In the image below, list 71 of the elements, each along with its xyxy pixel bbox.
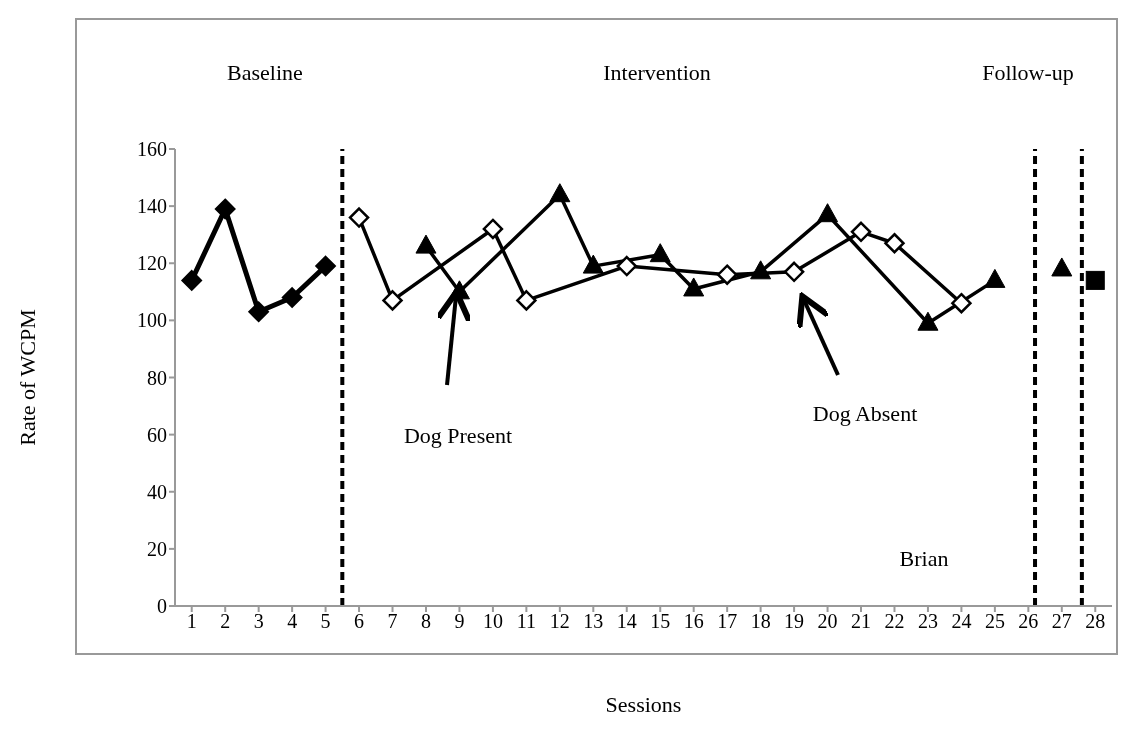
x-tick-label: 27 [1051,610,1072,633]
point [1085,270,1105,290]
x-tick-label: 25 [984,610,1005,633]
point [850,221,872,243]
point [783,261,805,283]
x-tick-label: 16 [683,610,704,633]
x-tick-label: 12 [549,610,570,633]
x-tick-label: 18 [750,610,771,633]
x-tick-label: 24 [951,610,972,633]
point [348,207,370,228]
y-tick-label: 60 [147,423,167,446]
point [984,268,1006,288]
point [884,233,905,254]
point [750,260,772,280]
point [315,255,336,277]
x-tick-label: 4 [287,610,298,633]
x-tick-label: 26 [1018,610,1039,633]
x-axis-title: Sessions [605,692,682,717]
x-tick-label: 7 [387,610,398,633]
x-tick-label: 9 [454,610,465,633]
y-tick-label: 40 [147,480,167,503]
y-tick-label: 160 [137,138,167,161]
x-tick-label: 20 [817,610,838,633]
annotation: Brian [899,546,949,571]
point [817,203,839,223]
x-tick-label: 1 [186,610,197,633]
x-tick-label: 2 [220,610,231,633]
x-tick-label: 10 [482,610,503,633]
point [716,264,738,285]
y-tick-label: 80 [147,366,167,389]
point [549,183,571,203]
y-axis-title: Rate of WCPM [15,309,40,446]
x-tick-label: 17 [717,610,738,633]
point [181,270,202,291]
text: Intervention [603,60,711,85]
x-tick-label: 19 [784,610,805,633]
x-tick-label: 22 [884,610,905,633]
annotation: Dog Present [403,423,513,448]
x-tick-label: 5 [320,610,331,633]
y-tick-label: 120 [137,252,167,275]
point [951,292,972,314]
point [616,255,638,277]
point [917,311,939,331]
point [415,234,437,254]
point [1051,257,1073,277]
y-tick-label: 0 [157,595,167,618]
y-tick-label: 140 [137,195,167,218]
point [649,243,671,263]
y-tick-label: 100 [137,309,167,332]
point [482,218,504,240]
text: Follow-up [982,60,1074,85]
x-tick-label: 8 [420,610,431,633]
point [683,277,705,297]
annotation: Dog Absent [812,401,918,426]
point [516,290,537,311]
point [382,290,403,311]
x-tick-label: 3 [253,610,264,633]
y-tick-label: 20 [147,537,167,560]
x-tick-label: 23 [917,610,938,633]
x-tick-label: 28 [1085,610,1106,633]
x-tick-label: 11 [516,610,537,633]
text: Baseline [227,60,303,85]
point [214,198,236,220]
point [582,254,604,274]
x-tick-label: 15 [650,610,671,633]
x-tick-label: 21 [851,610,872,633]
x-tick-label: 13 [583,610,604,633]
x-tick-label: 14 [616,610,637,633]
point [281,287,303,308]
x-tick-label: 6 [354,610,365,633]
point [248,301,269,323]
